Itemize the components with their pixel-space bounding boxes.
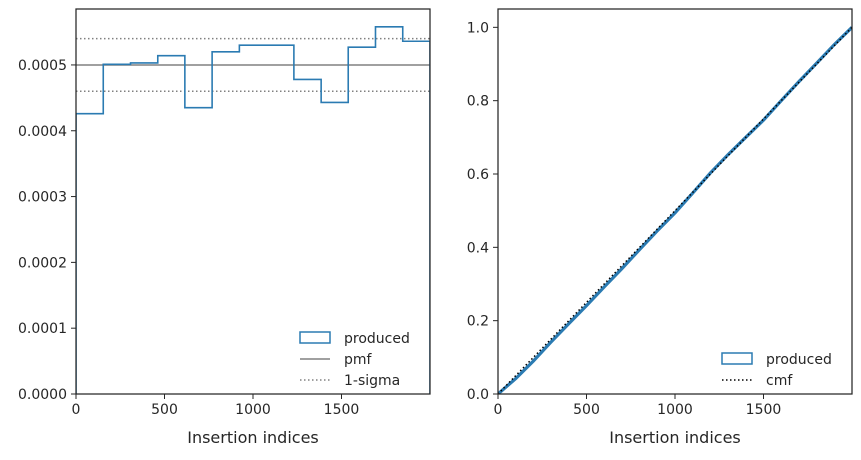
- left-xtick-label: 1500: [324, 402, 360, 418]
- right-ytick-label: 0.6: [467, 167, 489, 183]
- right-ytick-label: 0.0: [467, 387, 489, 403]
- left-legend-label-pmf: pmf: [344, 352, 373, 368]
- right-axes-frame: [497, 8, 853, 395]
- left-legend-swatch-produced: [299, 331, 331, 344]
- right-ytick-label: 1.0: [467, 20, 489, 36]
- produced-histogram-step: [76, 25, 430, 394]
- left-legend-label-produced: produced: [344, 331, 410, 347]
- left-ytick-label: 0.0001: [18, 321, 67, 337]
- right-xtick-label: 1500: [746, 402, 782, 418]
- left-xtick-label: 1000: [235, 402, 271, 418]
- right-xtick-label: 1000: [657, 402, 693, 418]
- right-cumulative-panel: 0 500 1000 1500 0.0 0.2 0.4 0.6 0.8 1.0 Insertion …: [467, 8, 853, 447]
- right-x-axis-label: Insertion indices: [609, 428, 741, 447]
- left-xtick-label: 500: [151, 402, 178, 418]
- left-ytick-label: 0.0002: [18, 255, 67, 271]
- right-legend-swatch-produced: [721, 352, 753, 365]
- left-ytick-label: 0.0003: [18, 190, 67, 206]
- cmf-line: [498, 26, 852, 394]
- left-axes-frame: [75, 8, 431, 395]
- left-xtick-label: 0: [72, 402, 81, 418]
- right-xtick-label: 500: [573, 402, 600, 418]
- right-ytick-label: 0.2: [467, 314, 489, 330]
- right-legend-label-cmf: cmf: [766, 373, 793, 389]
- left-legend-label-1-sigma: 1-sigma: [344, 373, 400, 389]
- left-x-axis-label: Insertion indices: [187, 428, 319, 447]
- right-ytick-label: 0.8: [467, 94, 489, 110]
- left-histogram-panel: 0 500 1000 1500 0.0000 0.0001 0.0002 0.0003 0.00…: [18, 8, 431, 447]
- right-xtick-label: 0: [494, 402, 503, 418]
- left-ytick-label: 0.0005: [18, 58, 67, 74]
- left-ytick-label: 0.0004: [18, 124, 67, 140]
- right-legend-label-produced: produced: [766, 352, 832, 368]
- left-ytick-label: 0.0000: [18, 387, 67, 403]
- right-ytick-label: 0.4: [467, 240, 489, 256]
